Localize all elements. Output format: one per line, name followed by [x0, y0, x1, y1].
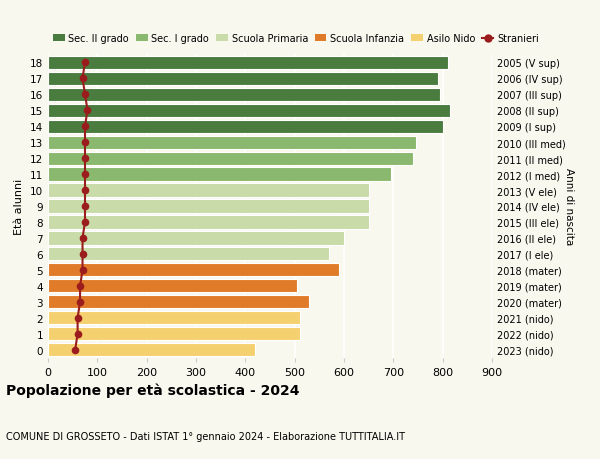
Bar [48, 280, 297, 293]
Bar [48, 136, 416, 149]
Bar [48, 89, 440, 101]
Bar [48, 248, 329, 261]
Bar [48, 264, 339, 277]
Text: Popolazione per età scolastica - 2024: Popolazione per età scolastica - 2024 [6, 382, 299, 397]
Bar [48, 73, 438, 85]
Bar [48, 216, 368, 229]
Bar [48, 56, 448, 70]
Bar [48, 312, 299, 325]
Bar [48, 232, 344, 245]
Bar [48, 120, 443, 134]
Bar [48, 343, 255, 357]
Bar [48, 296, 310, 309]
Bar [48, 104, 450, 118]
Legend: Sec. II grado, Sec. I grado, Scuola Primaria, Scuola Infanzia, Asilo Nido, Stran: Sec. II grado, Sec. I grado, Scuola Prim… [53, 34, 539, 44]
Y-axis label: Età alunni: Età alunni [14, 179, 25, 235]
Y-axis label: Anni di nascita: Anni di nascita [564, 168, 574, 245]
Bar [48, 184, 368, 197]
Text: COMUNE DI GROSSETO - Dati ISTAT 1° gennaio 2024 - Elaborazione TUTTITALIA.IT: COMUNE DI GROSSETO - Dati ISTAT 1° genna… [6, 431, 405, 441]
Bar [48, 152, 413, 165]
Bar [48, 328, 299, 341]
Bar [48, 168, 391, 181]
Bar [48, 200, 368, 213]
